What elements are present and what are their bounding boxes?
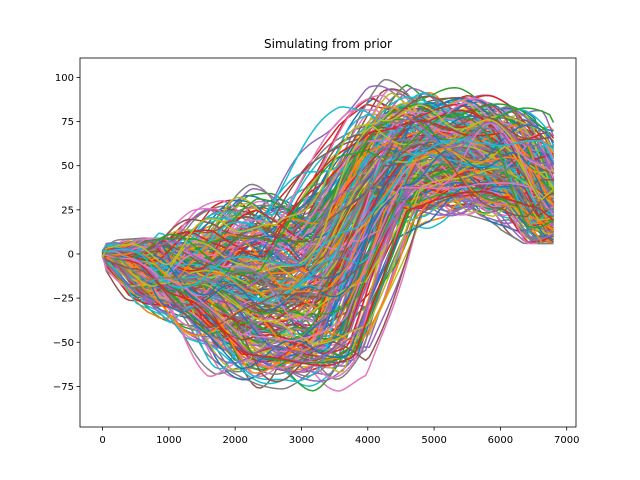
y-tick-label: 50 [61,161,74,172]
x-tick-label: 3000 [289,435,314,446]
x-tick-label: 1000 [156,435,181,446]
plot-frame [79,57,577,428]
series-line [102,167,554,345]
series-line [102,122,555,321]
series-line [101,104,554,266]
series-line [102,117,555,265]
series-line [101,85,555,269]
y-tick-label: 75 [61,117,74,128]
x-tick-label: 2000 [222,435,247,446]
series-layer [101,78,555,392]
series-line [102,138,555,289]
series-line [102,168,555,379]
x-axis: 0 1000 2000 3000 4000 5000 6000 7000 [99,427,579,446]
x-tick-label: 6000 [488,435,513,446]
series-line [102,107,555,256]
y-tick-label: −25 [53,294,74,305]
x-tick-label: 0 [99,435,105,446]
chart-title: Simulating from prior [264,37,392,51]
series-line [101,97,554,255]
series-line [102,158,555,363]
y-tick-label: −75 [53,382,74,393]
series-line [101,95,554,258]
series-line [102,182,555,342]
series-line [101,98,555,265]
y-tick-label: 0 [68,249,74,260]
series-line [102,152,554,351]
y-axis: −75 −50 −25 0 25 50 75 100 [53,73,80,393]
series-line [102,113,554,275]
x-tick-label: 4000 [355,435,380,446]
series-line [102,171,555,343]
series-line [102,148,554,331]
series-line [102,139,554,303]
series-line [101,143,554,329]
y-tick-label: 100 [55,73,74,84]
series-line [102,148,555,294]
series-line [101,191,555,364]
series-line [101,125,554,287]
y-tick-label: −50 [53,338,74,349]
series-line [102,114,555,267]
series-line [102,190,554,367]
series-line [101,145,554,342]
y-tick-label: 25 [61,205,74,216]
x-tick-label: 7000 [554,435,579,446]
x-tick-label: 5000 [421,435,446,446]
